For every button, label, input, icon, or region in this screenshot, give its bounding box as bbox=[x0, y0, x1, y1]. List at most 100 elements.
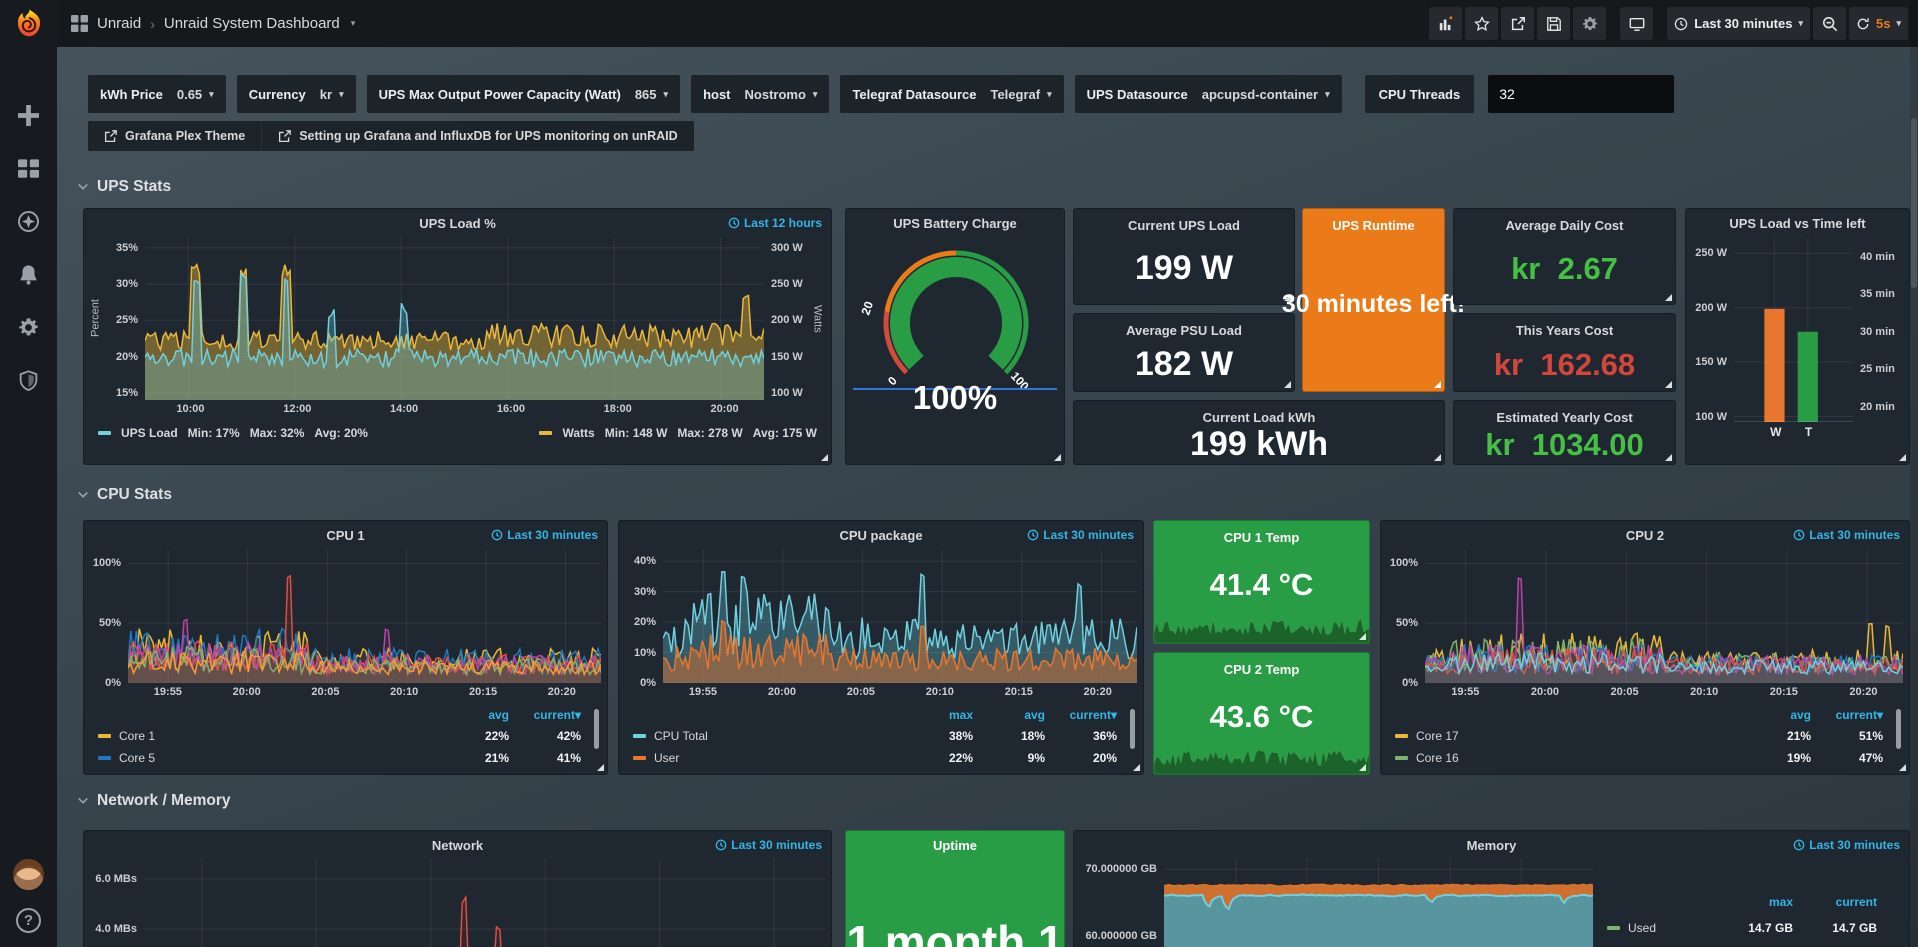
axis-tick: 0% bbox=[1402, 677, 1418, 689]
panel-title[interactable]: CPU package bbox=[839, 527, 923, 543]
series-swatch[interactable] bbox=[1395, 734, 1408, 738]
cpu2-plot[interactable] bbox=[1425, 549, 1903, 683]
dashboard-title[interactable]: Unraid System Dashboard bbox=[163, 15, 340, 32]
memory-plot[interactable] bbox=[1164, 859, 1593, 947]
series-swatch[interactable] bbox=[98, 431, 111, 435]
legend-col-current[interactable]: current bbox=[1835, 895, 1877, 909]
y-axis-label-left: Percent bbox=[89, 299, 102, 338]
explore-compass-icon[interactable] bbox=[17, 209, 41, 233]
add-panel-button[interactable] bbox=[1429, 7, 1463, 40]
panel-title[interactable]: Uptime bbox=[932, 837, 978, 853]
configuration-gear-icon[interactable] bbox=[17, 315, 41, 339]
panel-title[interactable]: UPS Runtime bbox=[1332, 218, 1415, 233]
share-button[interactable] bbox=[1501, 7, 1535, 40]
cpu-package-plot[interactable] bbox=[663, 549, 1137, 683]
variable-currency[interactable]: Currency kr ▾ bbox=[236, 75, 356, 113]
zoom-out-button[interactable] bbox=[1813, 7, 1846, 40]
window-scrollbar[interactable] bbox=[1910, 0, 1918, 947]
legend-col-avg[interactable]: avg bbox=[1024, 708, 1045, 722]
network-plot[interactable] bbox=[144, 859, 825, 947]
refresh-picker[interactable]: 5s ▾ bbox=[1849, 7, 1908, 40]
panel-title[interactable]: CPU 2 Temp bbox=[1223, 662, 1300, 677]
legend-col-current[interactable]: current▾ bbox=[533, 708, 581, 722]
save-button[interactable] bbox=[1537, 7, 1571, 40]
settings-gear-button[interactable] bbox=[1573, 7, 1607, 40]
cpu1-plot[interactable] bbox=[128, 549, 601, 683]
panel-title[interactable]: Average Daily Cost bbox=[1505, 218, 1624, 233]
series-name[interactable]: Watts bbox=[562, 426, 595, 440]
panel-title[interactable]: Estimated Yearly Cost bbox=[1496, 410, 1633, 425]
series-name[interactable]: UPS Load bbox=[121, 426, 178, 440]
legend-col-current[interactable]: current▾ bbox=[1069, 708, 1117, 722]
clock-icon bbox=[728, 217, 740, 229]
panel-time-override[interactable]: Last 30 minutes bbox=[715, 838, 822, 852]
server-admin-shield-icon[interactable] bbox=[17, 368, 41, 392]
chevron-down-icon[interactable]: ▾ bbox=[350, 18, 356, 28]
variable-ups-max-output[interactable]: UPS Max Output Power Capacity (Watt) 865… bbox=[366, 75, 681, 113]
panel-title[interactable]: Network bbox=[431, 837, 484, 853]
legend-scrollbar[interactable] bbox=[1896, 709, 1901, 749]
variable-kwh-price[interactable]: kWh Price 0.65 ▾ bbox=[88, 75, 226, 113]
series-swatch[interactable] bbox=[633, 756, 646, 760]
section-ups-stats[interactable]: UPS Stats bbox=[77, 178, 171, 196]
legend-row: Core 1 22% 42% bbox=[98, 725, 581, 747]
section-network-memory[interactable]: Network / Memory bbox=[77, 792, 231, 810]
stat-value: 43.6 °C bbox=[1209, 698, 1314, 734]
refresh-icon bbox=[1857, 17, 1869, 29]
bars-plot[interactable] bbox=[1734, 237, 1853, 422]
panel-time-override[interactable]: Last 30 minutes bbox=[1793, 528, 1900, 542]
grafana-logo[interactable] bbox=[0, 0, 57, 47]
scrollbar-thumb[interactable] bbox=[1911, 118, 1917, 288]
legend-col-avg[interactable]: avg bbox=[1790, 708, 1811, 722]
legend-col-avg[interactable]: avg bbox=[488, 708, 509, 722]
panel-title[interactable]: UPS Load vs Time left bbox=[1729, 215, 1866, 231]
legend-scrollbar[interactable] bbox=[1130, 709, 1135, 749]
panel-time-override[interactable]: Last 30 minutes bbox=[1793, 838, 1900, 852]
variable-telegraf-datasource[interactable]: Telegraf Datasource Telegraf ▾ bbox=[840, 75, 1064, 113]
panel-title[interactable]: Current Load kWh bbox=[1202, 410, 1316, 425]
cpu-threads-input[interactable] bbox=[1488, 75, 1675, 113]
help-icon[interactable]: ? bbox=[16, 908, 41, 933]
legend-row: User 22% 9% 20% bbox=[633, 747, 1117, 769]
panel-time-override[interactable]: Last 12 hours bbox=[728, 216, 822, 230]
panel-time-override[interactable]: Last 30 minutes bbox=[491, 528, 598, 542]
legend-col-max[interactable]: max bbox=[948, 708, 973, 722]
panel-time-override[interactable]: Last 30 minutes bbox=[1027, 528, 1134, 542]
panel-title[interactable]: UPS Load % bbox=[419, 215, 496, 231]
series-swatch[interactable] bbox=[633, 734, 646, 738]
panel-title[interactable]: Current UPS Load bbox=[1128, 218, 1240, 233]
variable-host[interactable]: host Nostromo ▾ bbox=[691, 75, 830, 113]
star-button[interactable] bbox=[1465, 7, 1499, 40]
alerting-bell-icon[interactable] bbox=[17, 262, 41, 286]
user-avatar[interactable] bbox=[13, 859, 44, 890]
panel-title[interactable]: Memory bbox=[1466, 837, 1517, 853]
series-swatch[interactable] bbox=[98, 756, 111, 760]
series-swatch[interactable] bbox=[1395, 756, 1408, 760]
dashboards-grid-icon[interactable] bbox=[17, 156, 41, 180]
panel-title[interactable]: UPS Battery Charge bbox=[893, 215, 1017, 231]
series-swatch[interactable] bbox=[539, 431, 553, 435]
series-swatch[interactable] bbox=[98, 734, 111, 738]
legend-col-current[interactable]: current▾ bbox=[1835, 708, 1883, 722]
panel-title[interactable]: This Years Cost bbox=[1515, 323, 1614, 338]
create-plus-icon[interactable] bbox=[17, 103, 41, 127]
legend-row: Core 17 21% 51% bbox=[1395, 725, 1883, 747]
link-ups-monitoring-guide[interactable]: Setting up Grafana and InfluxDB for UPS … bbox=[261, 121, 693, 151]
panel-title[interactable]: CPU 1 Temp bbox=[1223, 530, 1300, 545]
legend-col-max[interactable]: max bbox=[1768, 895, 1793, 909]
stat-value: 199 kWh bbox=[1190, 425, 1328, 463]
axis-tick: 40% bbox=[633, 555, 656, 568]
breadcrumb-section[interactable]: Unraid bbox=[97, 15, 142, 32]
panel-title[interactable]: Average PSU Load bbox=[1126, 323, 1242, 338]
section-cpu-stats[interactable]: CPU Stats bbox=[77, 486, 172, 504]
panel-title[interactable]: CPU 1 bbox=[326, 527, 365, 543]
series-swatch[interactable] bbox=[1607, 926, 1620, 930]
time-range-picker[interactable]: Last 30 minutes ▾ bbox=[1667, 7, 1810, 40]
link-grafana-plex-theme[interactable]: Grafana Plex Theme bbox=[88, 121, 261, 151]
variable-ups-datasource[interactable]: UPS Datasource apcupsd-container ▾ bbox=[1074, 75, 1342, 113]
panel-title[interactable]: CPU 2 bbox=[1625, 527, 1665, 543]
tv-cycle-button[interactable] bbox=[1620, 7, 1654, 40]
ups-load-plot[interactable] bbox=[145, 237, 764, 400]
legend-scrollbar[interactable] bbox=[594, 709, 599, 749]
axis-tick: 20:15 bbox=[468, 686, 498, 698]
